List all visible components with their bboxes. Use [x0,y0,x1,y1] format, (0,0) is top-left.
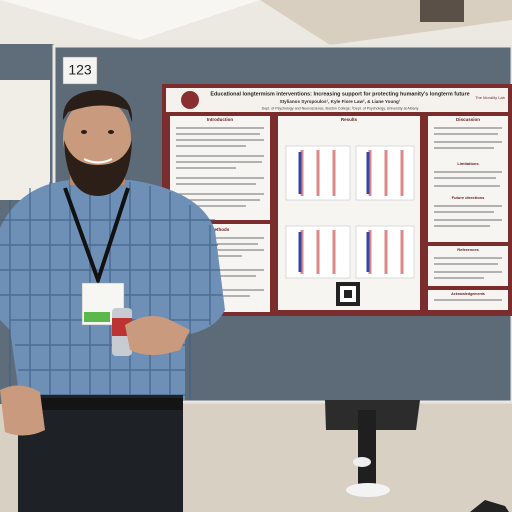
section-header: Acknowledgements [451,292,485,296]
logo [181,91,199,109]
poster-header [166,88,508,112]
section-header: Future directions [452,195,485,200]
board-number: 123 [68,62,92,78]
tent-panel [0,0,260,40]
window [420,0,464,22]
board-number-card [62,56,98,85]
results-plots [285,145,415,306]
lab-name: The Morality Lab [475,95,506,100]
poster-title: Educational longtermism interventions: I… [210,91,469,97]
poster-authors: Stylianos Syropoulos¹, Kyle Fiore Law², … [280,99,401,104]
section-header: Limitations [457,161,479,166]
background-person [325,400,509,512]
section-header: Introduction [207,117,233,122]
panel [428,116,508,242]
man [0,90,225,512]
poster-affiliation: Dept. of Psychology and Neuroscience, Bo… [262,106,419,110]
section-header: Discussion [456,117,480,122]
section-header: Methods [211,227,230,232]
panel [278,116,420,310]
neighbour-poster [0,80,50,200]
section-headers: Introduction Results Discussion Methods … [207,117,485,296]
panel [428,246,508,286]
section-header: Results [341,117,358,122]
section-header: References [457,247,479,252]
